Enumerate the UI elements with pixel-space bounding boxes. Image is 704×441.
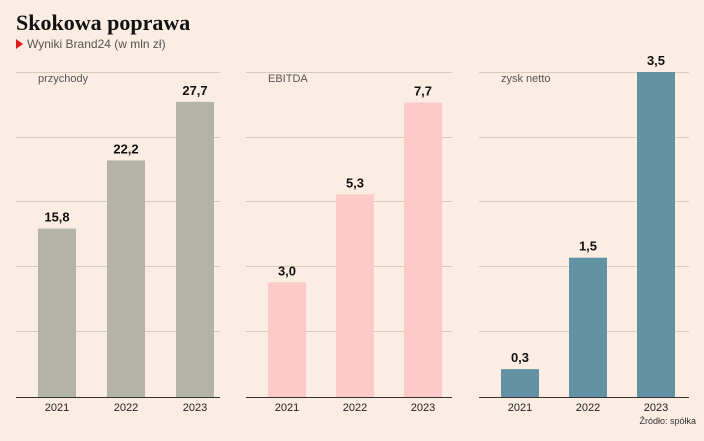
data-label: 15,8	[44, 210, 69, 225]
chart-title: Skokowa poprawa	[16, 10, 191, 35]
bar	[336, 194, 374, 397]
panel-title: zysk netto	[501, 73, 551, 85]
source-note: Źródło: spółka	[639, 416, 696, 426]
bar	[38, 228, 76, 397]
x-tick-label: 2021	[45, 402, 69, 414]
data-label: 0,3	[511, 350, 529, 365]
panel-title: EBITDA	[268, 73, 308, 85]
data-label: 5,3	[346, 175, 364, 190]
x-tick-label: 2023	[411, 402, 435, 414]
data-label: 22,2	[113, 141, 138, 156]
x-tick-label: 2023	[644, 402, 668, 414]
bar	[176, 101, 214, 398]
bar	[107, 160, 145, 397]
red-triangle-icon	[16, 39, 23, 49]
x-tick-label: 2022	[576, 402, 600, 414]
subtitle-text: Wyniki Brand24 (w mln zł)	[27, 37, 166, 51]
data-label: 3,5	[647, 53, 665, 68]
x-tick-label: 2023	[183, 402, 207, 414]
x-tick-label: 2021	[275, 402, 299, 414]
bar	[404, 102, 442, 398]
bar	[268, 282, 306, 397]
chart-subtitle: Wyniki Brand24 (w mln zł)	[16, 37, 166, 51]
data-label: 3,0	[278, 263, 296, 278]
x-tick-label: 2021	[508, 402, 532, 414]
x-tick-label: 2022	[343, 402, 367, 414]
bar	[501, 369, 539, 397]
bar	[569, 257, 607, 397]
bar	[637, 72, 675, 397]
data-label: 1,5	[579, 239, 597, 254]
x-tick-label: 2022	[114, 402, 138, 414]
data-label: 7,7	[414, 84, 432, 99]
panel-title: przychody	[38, 73, 89, 85]
data-label: 27,7	[182, 83, 207, 98]
